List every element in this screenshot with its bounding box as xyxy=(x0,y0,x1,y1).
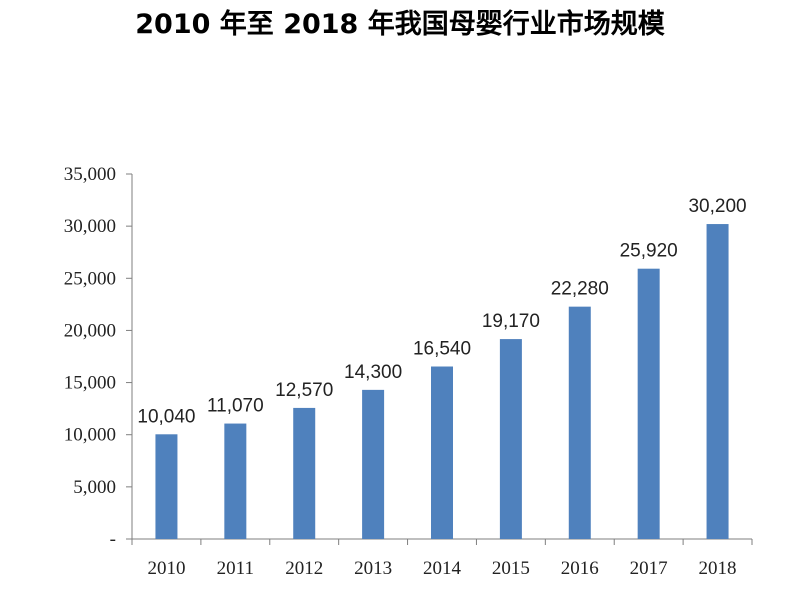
y-tick-label: 25,000 xyxy=(64,268,116,289)
x-tick-label: 2012 xyxy=(285,558,323,579)
bar-2017 xyxy=(637,268,660,539)
x-axis: 2010 2011 2012 2013 2014 2015 2016 2017 2018 xyxy=(131,538,753,579)
y-tick-label: 30,000 xyxy=(64,216,116,237)
y-tick-label: 35,000 xyxy=(64,164,116,185)
x-tick-label: 2011 xyxy=(217,558,254,579)
bar-2015 xyxy=(499,339,522,539)
bar-2018 xyxy=(706,224,729,540)
data-label-2018: 30,200 xyxy=(688,196,746,217)
data-label-2015: 19,170 xyxy=(482,311,540,332)
data-label-2016: 22,280 xyxy=(551,279,609,300)
bar-2011 xyxy=(224,423,247,539)
x-tick-label: 2016 xyxy=(561,558,599,579)
bar-2014 xyxy=(431,366,453,539)
x-tick-label: 2018 xyxy=(699,558,737,579)
x-tick-label: 2014 xyxy=(423,558,462,579)
data-labels: 10,040 11,070 12,570 14,300 16,540 19,170 22,2… xyxy=(137,196,746,427)
data-label-2014: 16,540 xyxy=(413,339,471,360)
bar-2010 xyxy=(155,434,178,539)
data-label-2017: 25,920 xyxy=(620,241,678,262)
y-tick-label: - xyxy=(110,529,116,550)
data-label-2010: 10,040 xyxy=(137,406,195,427)
y-axis: - 5,000 10,000 15,000 20,000 25,000 30,000 35,0… xyxy=(64,164,133,550)
bar-2013 xyxy=(362,389,385,539)
data-label-2012: 12,570 xyxy=(275,380,333,401)
x-tick-label: 2017 xyxy=(630,558,668,579)
y-tick-label: 15,000 xyxy=(64,373,116,394)
y-tick-label: 20,000 xyxy=(64,320,116,341)
y-tick-label: 5,000 xyxy=(73,477,116,498)
data-label-2013: 14,300 xyxy=(344,362,402,383)
x-tick-label: 2013 xyxy=(354,558,392,579)
x-tick-label: 2010 xyxy=(147,558,185,579)
x-tick-label: 2015 xyxy=(492,558,530,579)
y-tick-label: 10,000 xyxy=(64,425,116,446)
data-label-2011: 11,070 xyxy=(207,396,264,417)
bars xyxy=(155,224,729,540)
bar-2016 xyxy=(568,306,591,539)
chart-title: 2010 年至 2018 年我国母婴行业市场规模 xyxy=(135,9,665,40)
bar-2012 xyxy=(293,407,316,539)
